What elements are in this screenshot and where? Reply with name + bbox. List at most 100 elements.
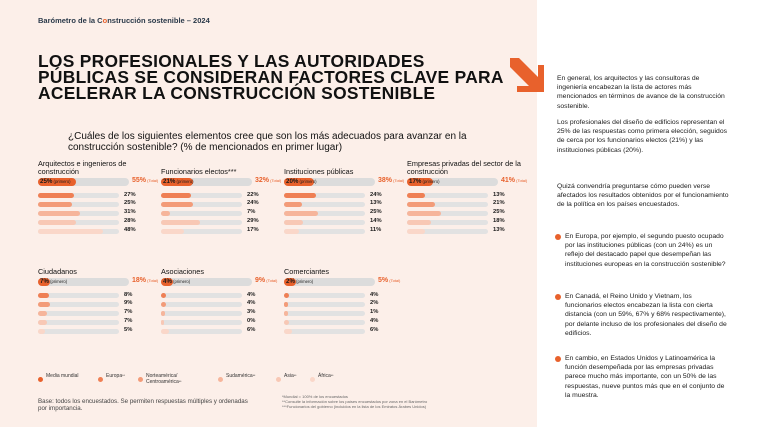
- region-bar-row: 25%: [407, 209, 525, 216]
- world-average-label: 4% (primero): [163, 278, 191, 285]
- region-bar-row: 4%: [284, 292, 402, 298]
- region-bar-value: 13%: [370, 200, 382, 207]
- region-bar-row: 7%: [38, 309, 156, 316]
- region-bar: [284, 219, 303, 225]
- region-bar-row: 11%: [284, 227, 402, 234]
- region-bar: [284, 293, 290, 298]
- region-bar: [284, 201, 302, 207]
- region-bar-row: 1%: [284, 309, 402, 316]
- report-header: Barómetro de la Construcción sostenible …: [38, 16, 210, 25]
- region-bar-value: 18%: [493, 218, 505, 225]
- region-bar-value: 13%: [493, 191, 505, 198]
- right-panel: [537, 0, 760, 427]
- bar-track: [161, 210, 242, 216]
- bar-track: [38, 319, 119, 325]
- region-bar-value: 5%: [124, 327, 133, 334]
- legend-item: Sudamérica**: [218, 373, 255, 382]
- legend-swatch: [310, 377, 315, 382]
- bar-track: [161, 328, 242, 334]
- bar-track: [284, 328, 365, 334]
- region-bar: [161, 328, 170, 334]
- region-bar: [38, 228, 103, 234]
- region-bar: [38, 310, 48, 316]
- region-bar: [38, 201, 72, 207]
- region-bar-row: 14%: [284, 218, 402, 225]
- world-average-label: 21% (primero): [163, 178, 194, 185]
- bar-track: [284, 193, 365, 198]
- world-average-label: 25% (primero): [40, 178, 71, 185]
- region-bar-row: 6%: [161, 327, 279, 334]
- region-bar-row: 9%: [38, 300, 156, 307]
- legend-swatch: [218, 377, 223, 382]
- bar-track: [284, 310, 365, 316]
- legend-label: Norteamérica/Centroamérica**: [146, 373, 182, 385]
- region-bar: [161, 319, 164, 325]
- region-bar-row: 13%: [284, 200, 402, 207]
- region-bar-value: 6%: [370, 327, 379, 334]
- region-bar-value: 1%: [370, 309, 379, 316]
- region-bar: [38, 319, 48, 325]
- region-bar-row: 17%: [161, 227, 279, 234]
- region-bar: [284, 193, 317, 198]
- world-average-fill: [38, 178, 76, 186]
- region-bar-row: 13%: [407, 191, 525, 198]
- world-average-bar: 20% (primero) 38% (Total): [284, 177, 404, 186]
- bar-track: [407, 210, 488, 216]
- region-bar-row: 28%: [38, 218, 156, 225]
- chart-block-title: Instituciones públicas: [284, 167, 354, 176]
- total-percentage: 32% (Total): [255, 177, 282, 184]
- region-bar: [161, 210, 171, 216]
- region-bar-value: 29%: [247, 218, 259, 225]
- total-percentage: 18% (Total): [132, 277, 159, 284]
- region-bar: [161, 293, 167, 298]
- legend-item: África**: [310, 373, 334, 382]
- region-bar-value: 27%: [124, 191, 136, 198]
- left-panel: Barómetro de la Construcción sostenible …: [0, 0, 537, 427]
- bar-track: [38, 210, 119, 216]
- bar-track: [284, 301, 365, 307]
- commentary-bullet: En Canadá, el Reino Unido y Vietnam, los…: [555, 292, 729, 338]
- region-bar-value: 0%: [247, 318, 256, 325]
- region-bar: [284, 319, 290, 325]
- region-bar: [38, 210, 80, 216]
- region-bar-row: 13%: [407, 227, 525, 234]
- region-bar-row: 29%: [161, 218, 279, 225]
- chart-question: ¿Cuáles de los siguientes elementos cree…: [68, 131, 467, 153]
- region-bar-value: 6%: [247, 327, 256, 334]
- region-bar-value: 14%: [370, 218, 382, 225]
- chart-block-title: Funcionarios electos***: [161, 167, 237, 176]
- region-bar: [284, 328, 293, 334]
- region-bar-value: 24%: [370, 191, 382, 198]
- region-bar-value: 21%: [493, 200, 505, 207]
- bar-track: [161, 293, 242, 298]
- region-bar: [161, 193, 191, 198]
- header-text: Barómetro de la C: [38, 16, 103, 25]
- chart-block-title: Ciudadanos: [38, 267, 77, 276]
- bar-track: [407, 193, 488, 198]
- chart-block: Empresas privadas del sector de la const…: [407, 158, 527, 237]
- chart-legend: Media mundial Europa** Norteamérica/Centro…: [38, 373, 528, 394]
- footnote: **Consulte la información sobre los país…: [282, 398, 428, 404]
- legend-label: Media mundial: [46, 373, 79, 379]
- world-average-fill: [161, 278, 173, 286]
- region-bar-value: 22%: [247, 191, 259, 198]
- region-bar-value: 9%: [124, 300, 133, 307]
- world-average-fill: [284, 178, 315, 186]
- legend-item: Asia**: [276, 373, 296, 382]
- region-bar-row: 24%: [284, 191, 402, 198]
- legend-item: Europa**: [98, 373, 125, 382]
- region-bar-row: 4%: [161, 291, 279, 298]
- region-bar-value: 4%: [247, 291, 256, 298]
- bar-track: [407, 219, 488, 225]
- region-bar-value: 4%: [370, 318, 379, 325]
- chart-block-title: Asociaciones: [161, 267, 204, 276]
- region-bar: [284, 301, 288, 307]
- region-bar-value: 8%: [124, 291, 133, 298]
- world-average-bar: 25% (primero) 55% (Total): [38, 177, 158, 186]
- total-percentage: 38% (Total): [378, 177, 405, 184]
- world-average-label: 7% (primero): [40, 278, 68, 285]
- bar-track: [161, 301, 242, 307]
- region-bar: [407, 210, 441, 216]
- region-bar-value: 11%: [370, 227, 382, 234]
- bar-track: [284, 293, 365, 298]
